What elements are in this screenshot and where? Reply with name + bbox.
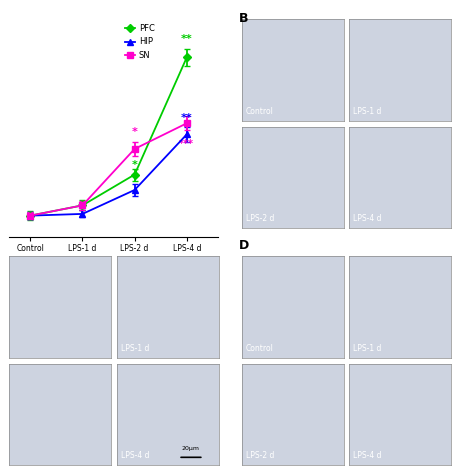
Text: *: * <box>132 127 137 137</box>
Text: LPS-2 d: LPS-2 d <box>246 451 274 460</box>
Text: ***: *** <box>179 139 194 149</box>
Text: D: D <box>239 239 250 252</box>
Text: LPS-1 d: LPS-1 d <box>121 344 149 353</box>
Legend: PFC, HIP, SN: PFC, HIP, SN <box>122 21 158 63</box>
Text: LPS-1 d: LPS-1 d <box>354 107 382 116</box>
Text: **: ** <box>181 113 192 123</box>
Text: B: B <box>239 12 249 25</box>
Text: LPS-4 d: LPS-4 d <box>121 451 150 460</box>
Text: LPS-1 d: LPS-1 d <box>354 344 382 353</box>
Text: **: ** <box>181 34 192 44</box>
Text: LPS-4 d: LPS-4 d <box>354 451 382 460</box>
Text: Control: Control <box>246 344 273 353</box>
Text: LPS-4 d: LPS-4 d <box>354 214 382 223</box>
Text: *: * <box>132 160 137 170</box>
Text: Control: Control <box>246 107 273 116</box>
Text: LPS-2 d: LPS-2 d <box>246 214 274 223</box>
Text: 20μm: 20μm <box>182 446 200 451</box>
